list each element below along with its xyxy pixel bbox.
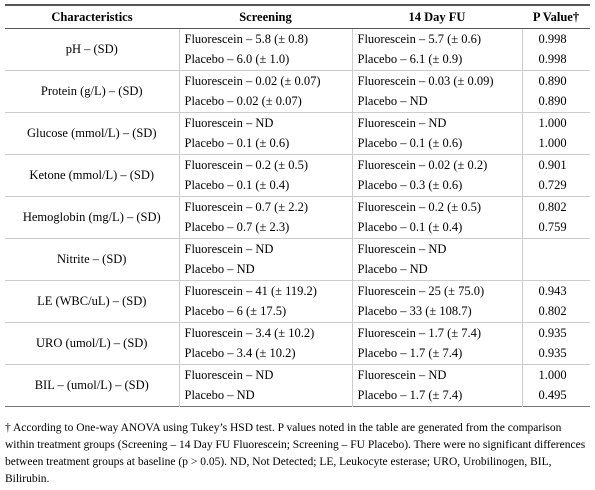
screening-cell: Placebo – 0.7 (± 2.3) xyxy=(179,217,353,239)
screening-cell: Fluorescein – 3.4 (± 10.2) xyxy=(179,322,353,344)
followup-cell: Placebo – 1.7 (± 7.4) xyxy=(352,385,523,407)
table-row: Placebo – ND Placebo – 1.7 (± 7.4) 0.495 xyxy=(5,385,590,407)
table-row: Protein (g/L) – (SD) Fluorescein – 0.02 (… xyxy=(5,70,590,113)
p-value: 1.000 xyxy=(522,364,590,386)
followup-cell: Fluorescein – ND xyxy=(352,364,523,386)
characteristic: Nitrite – (SD) xyxy=(5,238,180,281)
p-value: 0.935 xyxy=(538,346,567,361)
screening-cell: Fluorescein – 5.8 (± 0.8) xyxy=(179,28,353,50)
column-header: 14 Day FU xyxy=(352,5,522,29)
p-value: 0.935 xyxy=(522,322,590,344)
screening-cell: Placebo – 6.0 (± 1.0) xyxy=(179,49,353,71)
p-value: 0.998 xyxy=(538,52,567,67)
screening-cell: Placebo – 0.1 (± 0.4) xyxy=(179,175,353,197)
characteristic: URO (umol/L) – (SD) xyxy=(5,322,180,365)
table-row: Placebo – 6 (± 17.5) Placebo – 33 (± 108.… xyxy=(5,301,590,323)
column-header: Characteristics xyxy=(5,5,179,29)
table-body: pH – (SD) Fluorescein – 5.8 (± 0.8) Fluore… xyxy=(5,28,590,407)
followup-cell: Fluorescein – ND xyxy=(352,238,523,260)
header-row: Characteristics Screening 14 Day FU P Value… xyxy=(5,5,590,29)
characteristic: Glucose (mmol/L) – (SD) xyxy=(5,112,180,155)
table-row: Placebo – 0.1 (± 0.4) Placebo – 0.3 (± 0.… xyxy=(5,175,590,197)
followup-cell: Placebo – 0.3 (± 0.6) xyxy=(352,175,523,197)
footnote: † According to One-way ANOVA using Tukey… xyxy=(5,422,586,485)
column-header: Screening xyxy=(179,5,352,29)
followup-cell: Fluorescein – 0.2 (± 0.5) xyxy=(352,196,523,218)
table-row: URO (umol/L) – (SD) Fluorescein – 3.4 (± … xyxy=(5,322,590,365)
p-value: 0.729 xyxy=(538,178,567,193)
screening-cell: Placebo – ND xyxy=(179,259,353,281)
p-value xyxy=(522,238,590,260)
characteristic: LE (WBC/uL) – (SD) xyxy=(5,280,180,323)
followup-cell: Fluorescein – 0.03 (± 0.09) xyxy=(352,70,523,92)
characteristic: pH – (SD) xyxy=(5,28,180,71)
followup-cell: Placebo – 0.1 (± 0.6) xyxy=(352,133,523,155)
table-row: Nitrite – (SD) Fluorescein – ND Fluorescei… xyxy=(5,238,590,281)
column-header: P Value† xyxy=(522,5,590,29)
screening-cell: Fluorescein – ND xyxy=(179,364,353,386)
p-value: 0.943 xyxy=(522,280,590,302)
data-table: Characteristics Screening 14 Day FU P Value… xyxy=(5,4,590,407)
followup-cell: Fluorescein – ND xyxy=(352,112,523,134)
characteristic: Hemoglobin (mg/L) – (SD) xyxy=(5,196,180,239)
followup-cell: Placebo – 1.7 (± 7.4) xyxy=(352,343,523,365)
table-row: Placebo – 0.7 (± 2.3) Placebo – 0.1 (± 0.… xyxy=(5,217,590,239)
characteristic: BIL – (umol/L) – (SD) xyxy=(5,364,180,407)
p-value xyxy=(522,260,590,281)
followup-cell: Fluorescein – 25 (± 75.0) xyxy=(352,280,523,302)
followup-cell: Fluorescein – 5.7 (± 0.6) xyxy=(352,28,523,50)
screening-cell: Fluorescein – 0.2 (± 0.5) xyxy=(179,154,353,176)
screening-cell: Placebo – 0.02 (± 0.07) xyxy=(179,91,353,113)
screening-cell: Fluorescein – 0.7 (± 2.2) xyxy=(179,196,353,218)
followup-cell: Placebo – 6.1 (± 0.9) xyxy=(352,49,523,71)
table-row: Placebo – ND Placebo – ND xyxy=(5,259,590,281)
table-row: LE (WBC/uL) – (SD) Fluorescein – 41 (± 11… xyxy=(5,280,590,323)
p-value: 1.000 xyxy=(522,112,590,134)
p-value: 0.802 xyxy=(522,196,590,218)
table-row: Glucose (mmol/L) – (SD) Fluorescein – ND F… xyxy=(5,112,590,155)
table-row: Placebo – 3.4 (± 10.2) Placebo – 1.7 (± 7… xyxy=(5,343,590,365)
p-value: 0.998 xyxy=(522,28,590,50)
screening-cell: Placebo – 3.4 (± 10.2) xyxy=(179,343,353,365)
p-value: 0.759 xyxy=(538,220,567,235)
screening-cell: Placebo – 0.1 (± 0.6) xyxy=(179,133,353,155)
table-row: Placebo – 0.1 (± 0.6) Placebo – 0.1 (± 0.… xyxy=(5,133,590,155)
screening-cell: Placebo – ND xyxy=(179,385,353,407)
followup-cell: Placebo – 33 (± 108.7) xyxy=(352,301,523,323)
p-value: 0.802 xyxy=(538,304,567,319)
table-row: BIL – (umol/L) – (SD) Fluorescein – ND Flu… xyxy=(5,364,590,407)
p-value: 0.890 xyxy=(522,70,590,92)
table-row: Placebo – 6.0 (± 1.0) Placebo – 6.1 (± 0.… xyxy=(5,49,590,71)
followup-cell: Placebo – ND xyxy=(352,91,523,113)
followup-cell: Placebo – 0.1 (± 0.4) xyxy=(352,217,523,239)
screening-cell: Fluorescein – 41 (± 119.2) xyxy=(179,280,353,302)
table-row: pH – (SD) Fluorescein – 5.8 (± 0.8) Fluore… xyxy=(5,28,590,71)
characteristic: Ketone (mmol/L) – (SD) xyxy=(5,154,180,197)
p-value: 1.000 xyxy=(538,136,567,151)
screening-cell: Fluorescein – ND xyxy=(179,238,353,260)
followup-cell: Placebo – ND xyxy=(352,259,523,281)
followup-cell: Fluorescein – 0.02 (± 0.2) xyxy=(352,154,523,176)
screening-cell: Fluorescein – ND xyxy=(179,112,353,134)
screening-cell: Fluorescein – 0.02 (± 0.07) xyxy=(179,70,353,92)
p-value: 0.890 xyxy=(538,94,567,109)
screening-cell: Placebo – 6 (± 17.5) xyxy=(179,301,353,323)
p-value: 0.901 xyxy=(522,154,590,176)
table-row: Placebo – 0.02 (± 0.07) Placebo – ND 0.890 xyxy=(5,91,590,113)
followup-cell: Fluorescein – 1.7 (± 7.4) xyxy=(352,322,523,344)
table-row: Ketone (mmol/L) – (SD) Fluorescein – 0.2 … xyxy=(5,154,590,197)
characteristic: Protein (g/L) – (SD) xyxy=(5,70,180,113)
table-row: Hemoglobin (mg/L) – (SD) Fluorescein – 0.… xyxy=(5,196,590,239)
p-value: 0.495 xyxy=(538,388,567,403)
